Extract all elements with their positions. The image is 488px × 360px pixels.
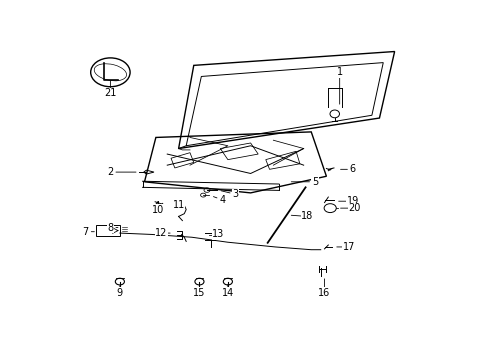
Text: 16: 16 xyxy=(318,288,330,298)
Text: 21: 21 xyxy=(104,88,116,98)
Text: 8: 8 xyxy=(107,222,113,233)
Text: 10: 10 xyxy=(151,204,163,215)
Text: 11: 11 xyxy=(172,201,184,210)
Text: 12: 12 xyxy=(155,228,167,238)
Text: 5: 5 xyxy=(311,177,318,187)
Text: 17: 17 xyxy=(342,242,355,252)
Text: 20: 20 xyxy=(348,203,360,213)
Text: 14: 14 xyxy=(221,288,234,298)
Text: 13: 13 xyxy=(212,229,224,239)
Text: 4: 4 xyxy=(219,195,225,205)
Text: 3: 3 xyxy=(232,189,238,199)
Text: 7: 7 xyxy=(82,227,89,237)
Text: 1: 1 xyxy=(336,67,342,77)
Text: 18: 18 xyxy=(301,211,313,221)
Text: 2: 2 xyxy=(107,167,113,177)
Text: 9: 9 xyxy=(117,288,122,298)
Text: 6: 6 xyxy=(349,164,355,174)
Text: 19: 19 xyxy=(346,196,358,206)
Text: 15: 15 xyxy=(193,288,205,298)
